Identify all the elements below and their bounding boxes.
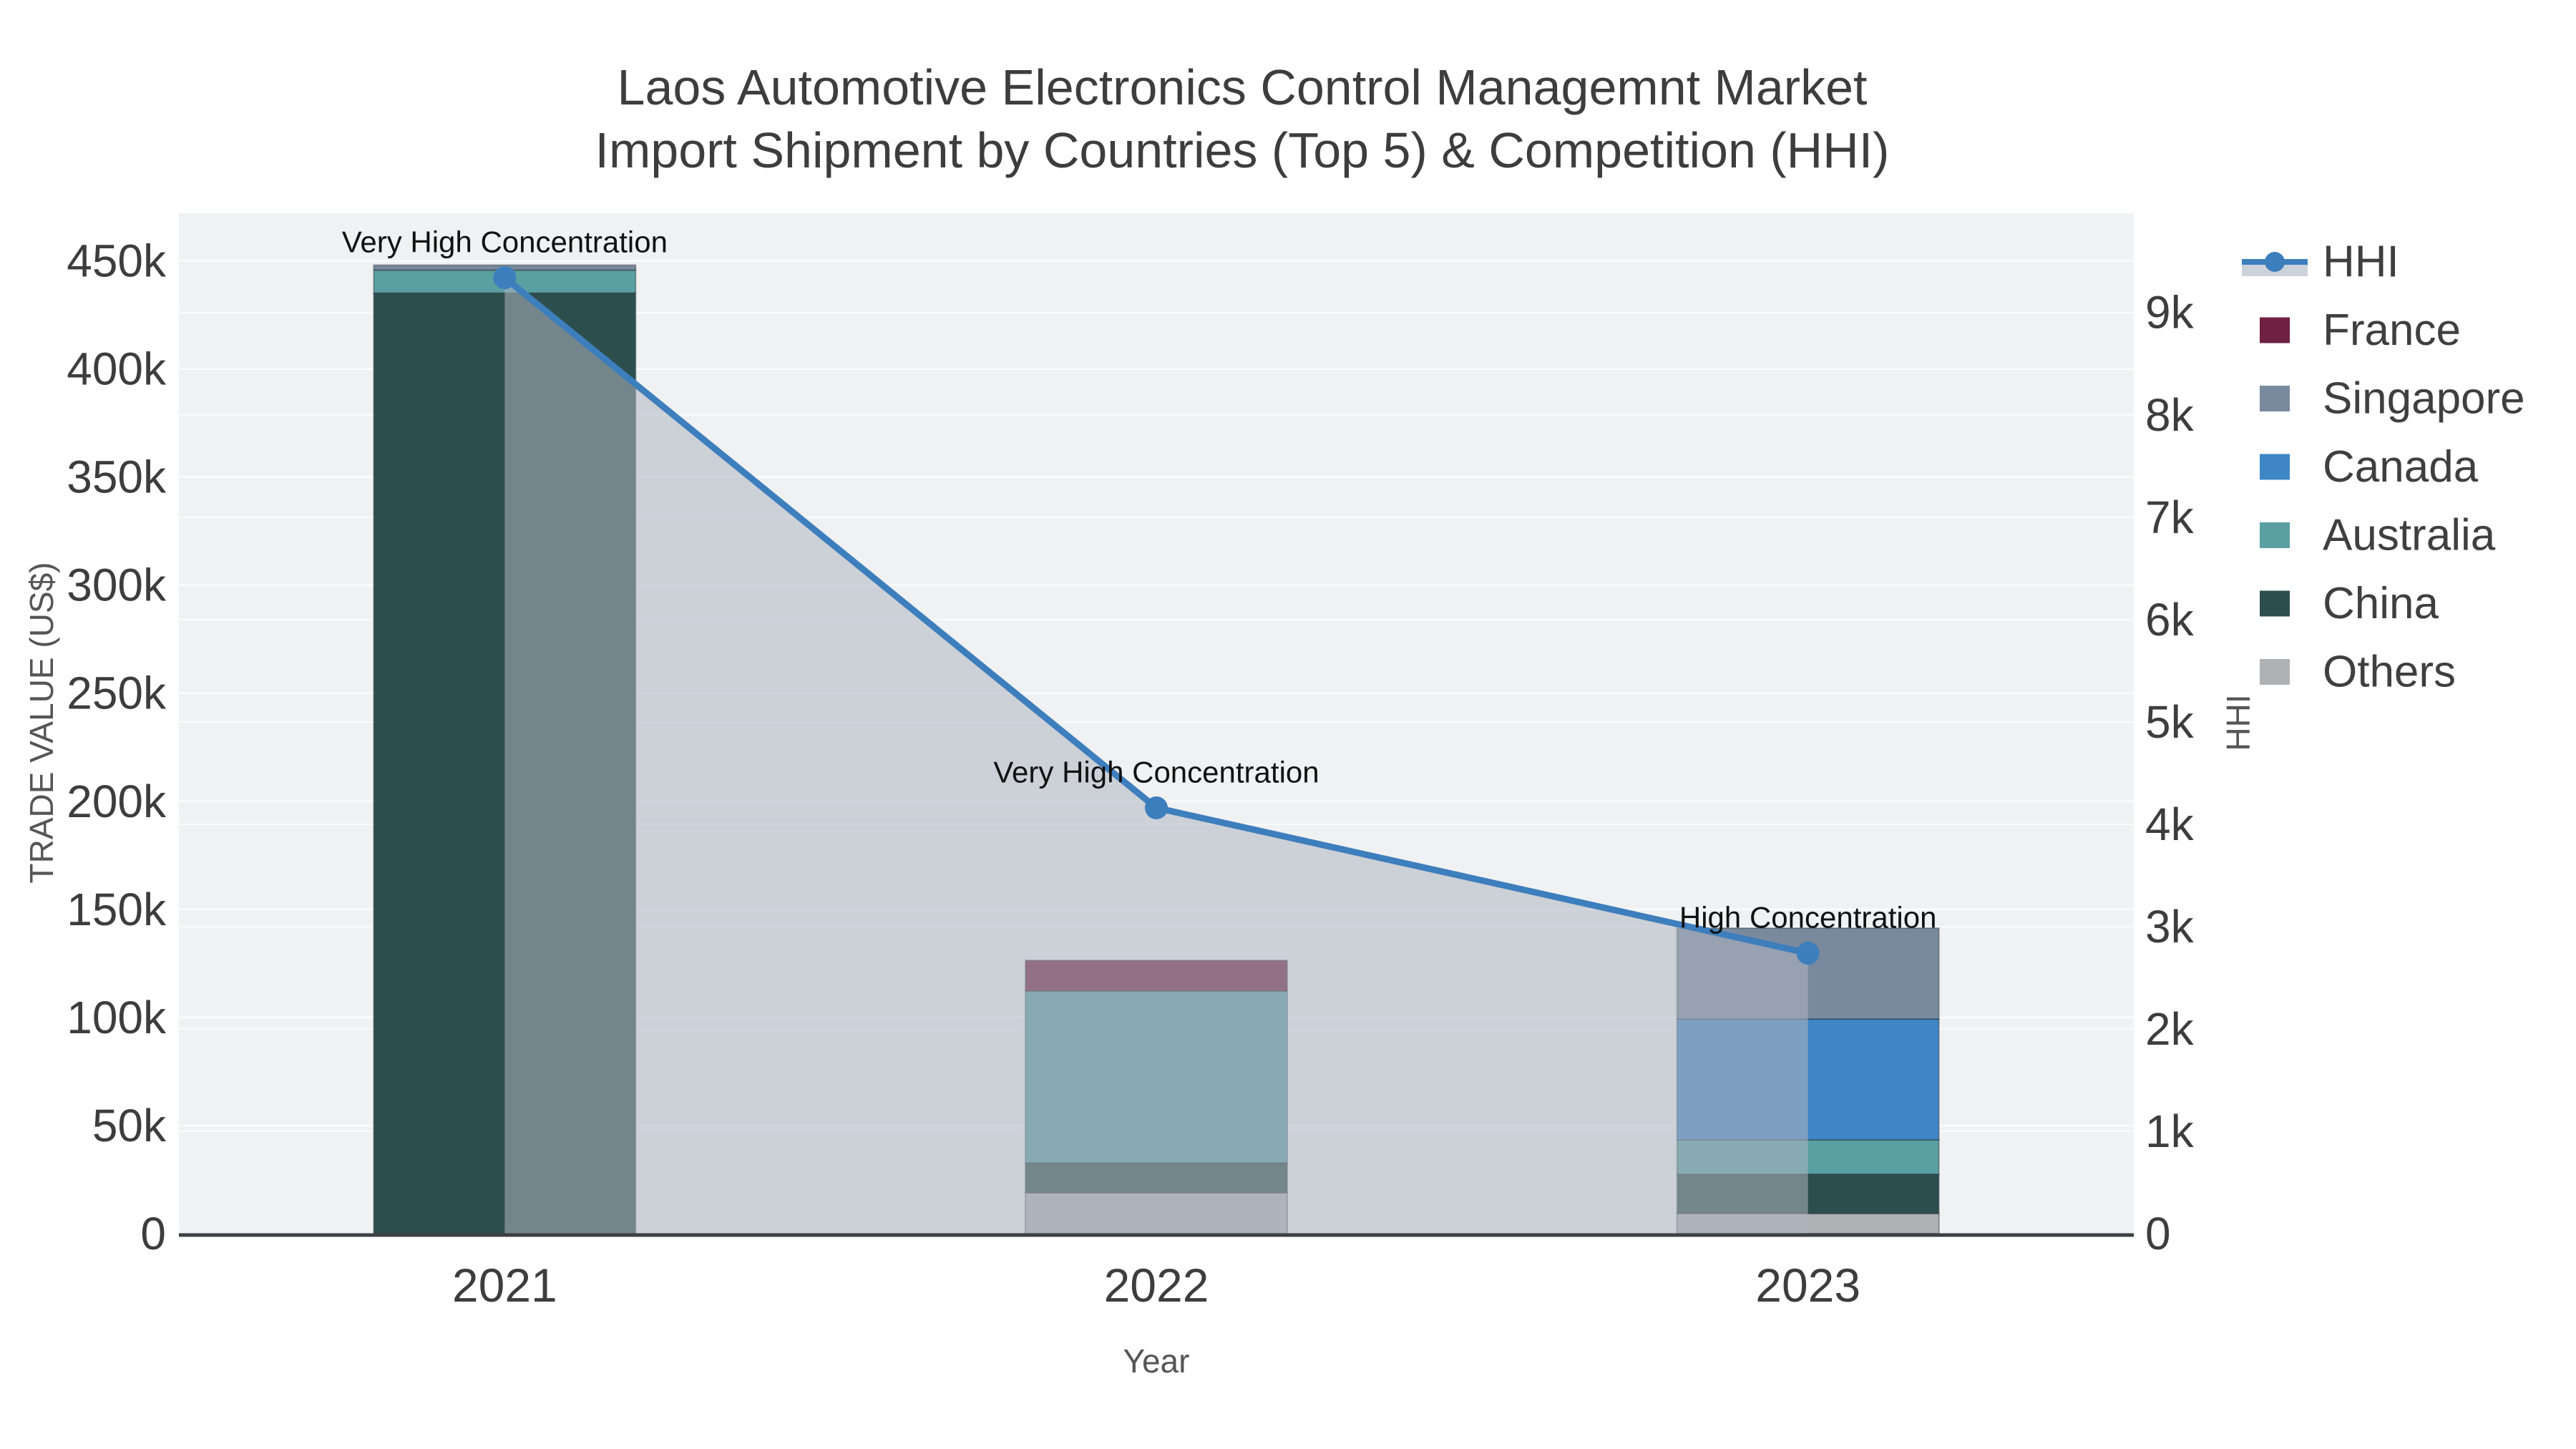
legend-swatch-singapore <box>2260 386 2290 411</box>
annotation-2022: Very High Concentration <box>993 755 1319 789</box>
y-tick-label-right-8k: 8k <box>2145 389 2195 441</box>
hhi-marker-2023[interactable] <box>1796 942 1820 965</box>
y-tick-label-left-250k: 250k <box>67 668 167 719</box>
legend-label-australia: Australia <box>2323 511 2496 560</box>
y-tick-label-left-100k: 100k <box>67 992 167 1043</box>
y-axis-title-left: TRADE VALUE (US$) <box>23 562 60 883</box>
legend-label-singapore: Singapore <box>2323 374 2525 424</box>
legend-swatch-france <box>2260 317 2290 343</box>
legend-label-canada: Canada <box>2323 442 2479 492</box>
hhi-marker-2021[interactable] <box>493 266 517 290</box>
y-tick-label-right-4k: 4k <box>2145 799 2195 850</box>
x-axis-title: Year <box>1123 1342 1190 1380</box>
y-tick-label-right-2k: 2k <box>2145 1003 2195 1055</box>
y-tick-label-right-0: 0 <box>2145 1208 2171 1259</box>
chart-title-line1: Laos Automotive Electronics Control Mana… <box>617 59 1868 115</box>
legend-swatch-others <box>2260 659 2290 685</box>
legend-swatch-australia <box>2260 522 2290 548</box>
y-tick-label-left-0: 0 <box>140 1208 166 1259</box>
y-tick-label-right-6k: 6k <box>2145 594 2195 645</box>
legend-item-china[interactable]: China <box>2260 579 2439 628</box>
legend-label-france: France <box>2323 306 2461 355</box>
x-tick-label-2023: 2023 <box>1755 1259 1860 1312</box>
y-tick-label-right-9k: 9k <box>2145 287 2195 338</box>
legend-label-china: China <box>2323 579 2439 628</box>
y-tick-label-left-50k: 50k <box>92 1100 167 1151</box>
legend-item-singapore[interactable]: Singapore <box>2260 374 2525 424</box>
y-axis-title-right: HHI <box>2220 694 2257 751</box>
y-tick-label-left-400k: 400k <box>67 343 167 395</box>
annotation-2021: Very High Concentration <box>342 225 668 259</box>
y-tick-label-left-300k: 300k <box>67 560 167 611</box>
hhi-area-fill <box>504 278 1808 1234</box>
legend-hhi-marker <box>2265 252 2285 272</box>
legend-item-france[interactable]: France <box>2260 306 2461 355</box>
legend-label-others: Others <box>2323 648 2456 697</box>
legend-swatch-china <box>2260 590 2290 617</box>
y-tick-label-left-350k: 350k <box>67 452 167 503</box>
chart-title-line2: Import Shipment by Countries (Top 5) & C… <box>595 122 1890 178</box>
y-tick-label-left-450k: 450k <box>67 235 167 286</box>
legend-item-hhi[interactable]: HHI <box>2242 238 2399 287</box>
y-tick-label-left-200k: 200k <box>67 776 167 827</box>
legend-item-others[interactable]: Others <box>2260 648 2456 697</box>
y-tick-label-left-150k: 150k <box>67 884 167 935</box>
legend-label-hhi: HHI <box>2323 238 2399 287</box>
legend-item-canada[interactable]: Canada <box>2260 442 2479 492</box>
chart-title: Laos Automotive Electronics Control Mana… <box>0 56 2484 182</box>
y-tick-label-right-5k: 5k <box>2145 696 2195 748</box>
annotation-2023: High Concentration <box>1679 901 1937 935</box>
hhi-marker-2022[interactable] <box>1145 796 1168 819</box>
legend-swatch-canada <box>2260 454 2290 480</box>
legend-item-australia[interactable]: Australia <box>2260 511 2496 560</box>
y-tick-label-right-7k: 7k <box>2145 492 2195 543</box>
y-tick-label-right-1k: 1k <box>2145 1106 2195 1157</box>
y-tick-label-right-3k: 3k <box>2145 901 2195 952</box>
x-tick-label-2022: 2022 <box>1104 1259 1209 1312</box>
x-tick-label-2021: 2021 <box>452 1259 557 1312</box>
